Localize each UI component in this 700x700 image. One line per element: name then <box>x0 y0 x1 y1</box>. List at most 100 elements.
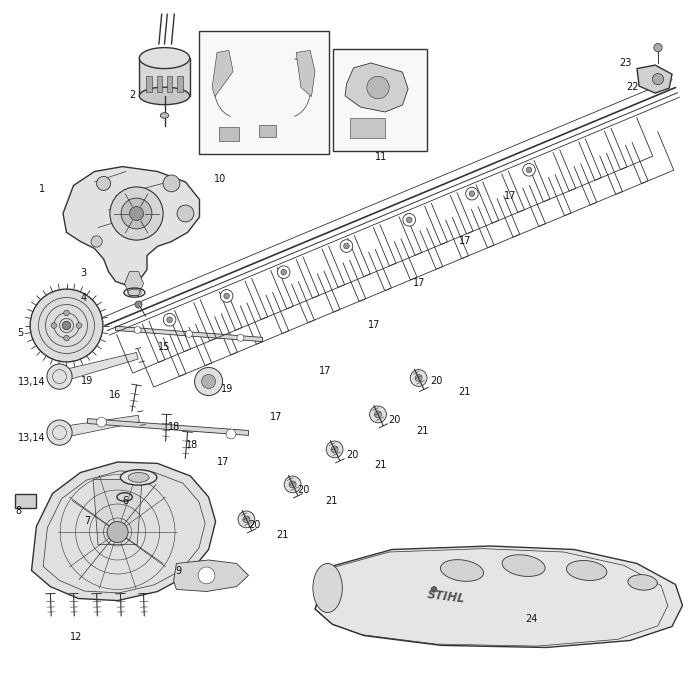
Text: 17: 17 <box>504 191 517 201</box>
Circle shape <box>47 420 72 445</box>
Circle shape <box>110 187 163 240</box>
Circle shape <box>97 417 106 427</box>
Circle shape <box>431 587 437 592</box>
Circle shape <box>64 310 69 316</box>
Text: 7: 7 <box>84 517 90 526</box>
Ellipse shape <box>440 560 484 581</box>
Bar <box>219 127 239 141</box>
Circle shape <box>403 214 416 226</box>
Circle shape <box>469 191 475 197</box>
Circle shape <box>202 374 216 388</box>
Circle shape <box>237 335 244 342</box>
Polygon shape <box>125 272 144 295</box>
Circle shape <box>243 516 250 523</box>
Circle shape <box>289 481 296 488</box>
Circle shape <box>51 323 57 328</box>
Ellipse shape <box>160 113 169 118</box>
Text: 10: 10 <box>214 174 225 183</box>
Circle shape <box>163 175 180 192</box>
Bar <box>350 118 385 138</box>
Polygon shape <box>637 65 672 93</box>
Circle shape <box>135 301 142 308</box>
Circle shape <box>107 522 128 542</box>
Text: 23: 23 <box>620 58 632 68</box>
Circle shape <box>167 317 172 323</box>
Ellipse shape <box>313 564 342 612</box>
Circle shape <box>410 370 427 386</box>
Circle shape <box>97 176 111 190</box>
Circle shape <box>526 167 532 173</box>
Circle shape <box>111 525 125 539</box>
Polygon shape <box>58 353 138 382</box>
Text: 21: 21 <box>276 531 289 540</box>
Circle shape <box>224 293 230 299</box>
Polygon shape <box>174 560 248 592</box>
Bar <box>157 76 162 92</box>
Ellipse shape <box>139 87 190 104</box>
Circle shape <box>340 239 353 252</box>
Circle shape <box>64 335 69 341</box>
Text: 17: 17 <box>318 366 331 376</box>
Text: 2: 2 <box>130 90 136 99</box>
Text: 5: 5 <box>18 328 24 337</box>
Circle shape <box>326 441 343 458</box>
Text: 20: 20 <box>389 415 401 425</box>
Polygon shape <box>32 462 216 601</box>
Text: 21: 21 <box>416 426 429 435</box>
Circle shape <box>277 266 290 279</box>
Circle shape <box>238 511 255 528</box>
Ellipse shape <box>128 473 149 482</box>
Polygon shape <box>93 480 142 545</box>
Circle shape <box>195 368 223 395</box>
Polygon shape <box>88 419 248 435</box>
Circle shape <box>523 164 536 176</box>
Text: 17: 17 <box>413 279 426 288</box>
Circle shape <box>466 188 478 200</box>
Circle shape <box>163 314 176 326</box>
Ellipse shape <box>139 48 190 69</box>
Text: 4: 4 <box>80 293 87 302</box>
Text: 13,14: 13,14 <box>18 433 45 442</box>
Text: 15: 15 <box>158 342 170 351</box>
Text: 20: 20 <box>248 520 261 530</box>
Circle shape <box>370 406 386 423</box>
Text: 18: 18 <box>168 422 181 432</box>
Text: 11: 11 <box>374 153 386 162</box>
Circle shape <box>177 205 194 222</box>
Circle shape <box>130 206 144 220</box>
Circle shape <box>407 217 412 223</box>
Bar <box>199 32 329 154</box>
Circle shape <box>374 411 382 418</box>
Text: 8: 8 <box>15 506 22 516</box>
Bar <box>177 76 183 92</box>
Text: 21: 21 <box>326 496 338 505</box>
Circle shape <box>415 374 422 382</box>
Circle shape <box>30 289 103 362</box>
Text: 19: 19 <box>80 377 92 386</box>
Polygon shape <box>345 63 408 112</box>
Polygon shape <box>63 167 199 286</box>
Circle shape <box>344 243 349 248</box>
Text: 17: 17 <box>458 237 471 246</box>
Text: 22: 22 <box>626 83 639 92</box>
Ellipse shape <box>628 575 657 590</box>
Ellipse shape <box>566 561 607 580</box>
Text: 20: 20 <box>298 485 310 495</box>
Circle shape <box>284 476 301 493</box>
Text: 17: 17 <box>368 321 380 330</box>
Circle shape <box>652 74 664 85</box>
Text: STIHL: STIHL <box>427 587 466 606</box>
Text: 18: 18 <box>186 440 197 449</box>
Text: 12: 12 <box>70 632 83 642</box>
Text: 17: 17 <box>270 412 282 421</box>
Circle shape <box>198 567 215 584</box>
Text: 1: 1 <box>38 184 45 194</box>
Circle shape <box>121 198 152 229</box>
Text: 20: 20 <box>346 450 359 460</box>
Ellipse shape <box>502 555 545 576</box>
Polygon shape <box>212 50 233 97</box>
Bar <box>146 76 152 92</box>
Circle shape <box>186 330 192 337</box>
Polygon shape <box>116 326 262 342</box>
Circle shape <box>91 236 102 247</box>
